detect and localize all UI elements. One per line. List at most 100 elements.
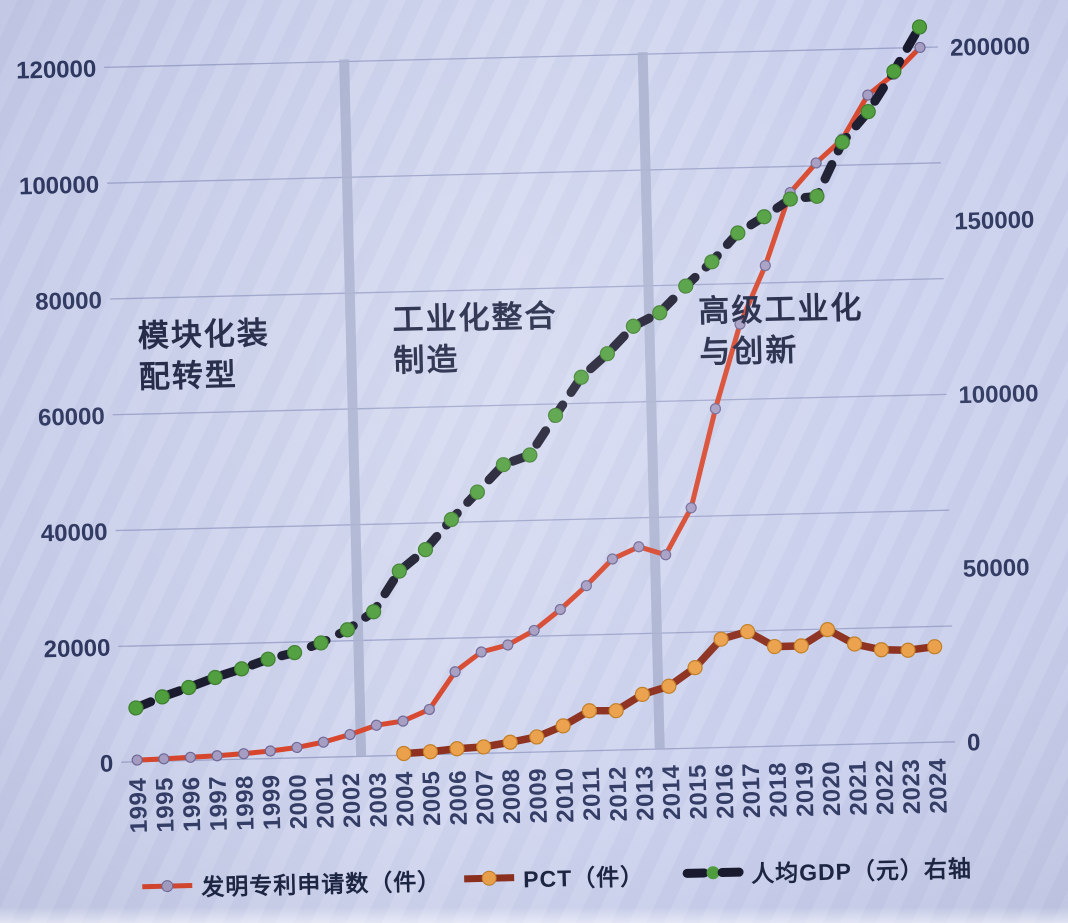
pct-marker (608, 703, 624, 719)
pct-line-swatch-icon (464, 870, 515, 886)
x-axis-year-label: 2008 (498, 768, 526, 824)
legend-item-patent-applications: 发明专利申请数（件） (140, 863, 442, 902)
left-axis-tick-label: 60000 (38, 403, 105, 432)
x-axis-year-label: 2020 (818, 760, 846, 816)
x-axis-year-label: 2014 (658, 764, 686, 820)
gdp-marker (704, 254, 720, 270)
x-axis-year-label: 1997 (205, 775, 233, 831)
x-axis-year-label: 2002 (338, 772, 366, 828)
patent-marker (709, 403, 722, 415)
x-axis-year-label: 2001 (311, 773, 339, 829)
pct-marker (529, 729, 545, 745)
legend-item-gdp-per-capita: 人均GDP（元）右轴 (682, 850, 973, 889)
x-axis-year-label: 2022 (871, 759, 899, 815)
x-axis-year-label: 2012 (604, 766, 632, 822)
patent-marker (502, 639, 514, 651)
x-axis-year-label: 2018 (764, 762, 792, 818)
patent-marker (184, 751, 197, 763)
gridline (121, 741, 955, 763)
left-axis-tick-label: 120000 (16, 56, 97, 85)
left-axis-tick-label: 100000 (19, 171, 100, 200)
phase-annotation-modular-assembly: 模块化装 配转型 (137, 315, 271, 395)
right-axis-tick-label: 50000 (962, 554, 1029, 583)
patent-marker (580, 580, 592, 592)
x-axis-year-label: 1999 (258, 774, 286, 830)
x-axis-year-label: 2013 (631, 765, 659, 821)
gdp-marker (911, 19, 928, 35)
x-axis-year-label: 2003 (365, 772, 393, 828)
patent-marker (131, 754, 143, 766)
gridline (112, 393, 947, 416)
gdp-marker (366, 604, 382, 620)
patent-marker (291, 741, 303, 754)
gdp-marker (339, 622, 355, 638)
gridline (104, 46, 939, 69)
pct-marker (793, 638, 809, 654)
gdp-marker (547, 407, 564, 424)
patent-marker (317, 736, 330, 748)
gdp-marker (260, 651, 276, 667)
gdp-marker (286, 645, 303, 661)
pct-marker (581, 703, 598, 719)
patent-marker (810, 157, 822, 169)
x-axis-year-label: 2000 (285, 774, 313, 830)
x-axis-year-label: 2015 (684, 764, 712, 820)
chart-legend: 发明专利申请数（件） PCT（件） 人均GDP（元）右轴 (0, 0, 1057, 900)
patent-line (134, 44, 923, 763)
pct-marker (739, 623, 756, 640)
patent-marker (734, 318, 746, 330)
right-axis-tick-label: 100000 (958, 380, 1039, 409)
patent-marker (370, 719, 382, 731)
patent-marker (554, 603, 566, 616)
pct-marker (555, 718, 571, 734)
phase-divider-line (637, 52, 665, 750)
patent-marker (633, 541, 645, 553)
pct-marker (846, 636, 863, 652)
gdp-marker (573, 369, 589, 385)
gridline (115, 509, 950, 532)
patent-marker (158, 753, 170, 765)
x-axis-year-label: 2023 (898, 759, 926, 815)
gdp-marker (886, 63, 902, 79)
gdp-marker (782, 191, 798, 207)
gdp-marker (181, 679, 197, 696)
gdp-marker (128, 700, 144, 716)
patent-marker (238, 748, 250, 760)
pct-marker (661, 678, 677, 694)
x-axis-year-label: 2016 (711, 763, 739, 819)
gdp-marker (756, 209, 772, 225)
right-axis-tick-label: 150000 (954, 206, 1035, 235)
gdp-marker (678, 278, 694, 294)
pct-marker (476, 739, 492, 755)
left-axis-tick-label: 40000 (41, 519, 108, 548)
gdp-marker (234, 661, 250, 677)
pct-marker (713, 631, 729, 647)
gdp-marker (469, 484, 485, 500)
patent-marker (660, 549, 672, 561)
x-axis-year-label: 1996 (178, 776, 206, 832)
pct-marker (422, 744, 438, 760)
gdp-marker (652, 305, 668, 321)
pct-marker (927, 639, 943, 655)
gdp-marker (391, 563, 407, 579)
right-axis-tick-label: 0 (967, 729, 981, 756)
pct-marker (396, 745, 412, 762)
gdp-marker (599, 346, 615, 362)
gdp-marker (443, 511, 459, 528)
gdp-dashed-line-swatch-icon (682, 866, 744, 880)
legend-label-patent: 发明专利申请数（件） (200, 868, 442, 901)
patent-marker (606, 553, 619, 565)
gdp-marker (625, 318, 641, 334)
gdp-marker (730, 225, 746, 241)
gridline (107, 162, 941, 184)
right-axis-tick-label: 200000 (950, 33, 1031, 62)
gdp-marker (860, 104, 876, 120)
pct-marker (873, 642, 889, 658)
pct-marker (819, 622, 836, 638)
x-axis-year-label: 1995 (151, 777, 179, 833)
patent-marker (914, 41, 926, 54)
patent-marker (344, 728, 356, 741)
phase-annotation-advanced-industrialization: 高级工业化 与创新 (697, 289, 864, 370)
